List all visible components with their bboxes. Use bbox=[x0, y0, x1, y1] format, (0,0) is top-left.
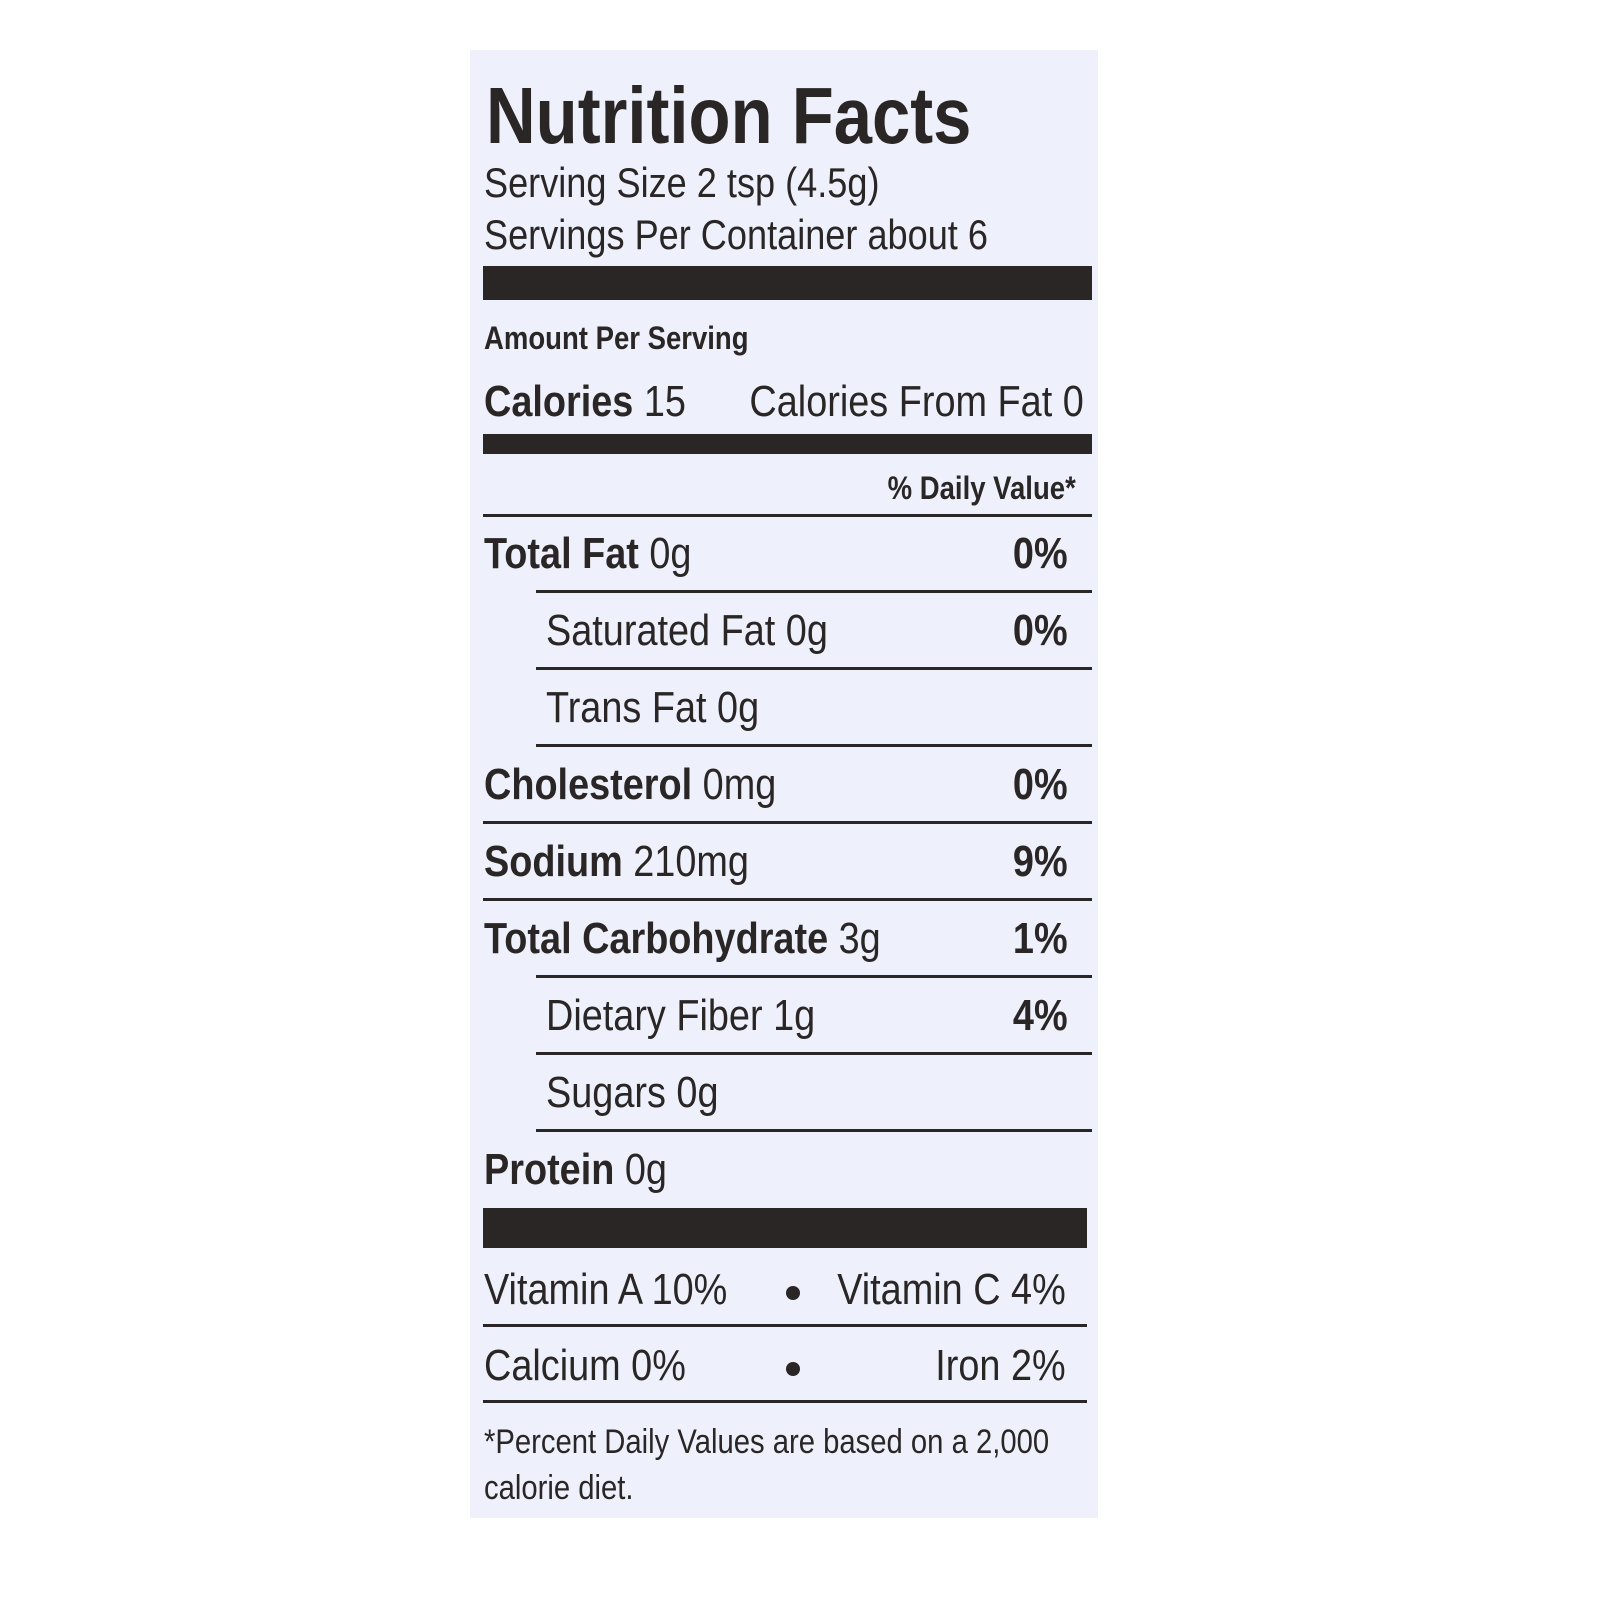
daily-value: 0% bbox=[1013, 606, 1068, 655]
daily-value: 1% bbox=[1013, 914, 1068, 963]
nutrient-name: Total Fat bbox=[484, 529, 639, 578]
serving-size: Serving Size 2 tsp (4.5g) bbox=[484, 159, 880, 206]
nutrient-name: Cholesterol bbox=[484, 760, 693, 809]
daily-value: 0% bbox=[1013, 529, 1068, 578]
nutrient-row: Dietary Fiber 1g bbox=[546, 994, 815, 1038]
nutrient-name: Total Carbohydrate bbox=[484, 914, 829, 963]
amount-per-serving: Amount Per Serving bbox=[484, 320, 749, 356]
nutrient-amount: 0g bbox=[624, 1145, 667, 1194]
rule bbox=[483, 514, 1092, 517]
nutrient-amount: 3g bbox=[838, 914, 881, 963]
daily-value: 9% bbox=[1013, 837, 1068, 886]
nutrient-row: Cholesterol 0mg bbox=[484, 763, 776, 807]
rule bbox=[536, 667, 1092, 670]
rule bbox=[483, 821, 1092, 824]
nutrient-amount: 0g bbox=[676, 1068, 719, 1117]
bullet bbox=[786, 1286, 800, 1300]
nutrient-name: Dietary Fiber bbox=[546, 991, 763, 1040]
servings-per-container: Servings Per Container about 6 bbox=[484, 211, 988, 258]
calories-from-fat: Calories From Fat 0 bbox=[749, 377, 1084, 426]
vitamin-left: Calcium 0% bbox=[484, 1341, 686, 1390]
nutrient-row: Saturated Fat 0g bbox=[546, 609, 828, 653]
title: Nutrition Facts bbox=[486, 71, 972, 160]
vitamin-right: Iron 2% bbox=[935, 1341, 1066, 1390]
daily-value: 0% bbox=[1013, 760, 1068, 809]
nutrient-amount: 0g bbox=[649, 529, 692, 578]
nutrient-row: Total Carbohydrate 3g bbox=[484, 917, 881, 961]
rule bbox=[536, 1129, 1092, 1132]
footnote: *Percent Daily Values are based on a 2,0… bbox=[484, 1423, 1050, 1507]
nutrient-amount: 210mg bbox=[633, 837, 749, 886]
nutrient-name: Trans Fat bbox=[546, 683, 707, 732]
medium-rule bbox=[483, 434, 1092, 454]
nutrient-name: Sugars bbox=[546, 1068, 666, 1117]
calories-value: 15 bbox=[643, 377, 686, 426]
nutrient-row: Trans Fat 0g bbox=[546, 686, 759, 730]
nutrient-amount: 0g bbox=[785, 606, 828, 655]
rule bbox=[536, 975, 1092, 978]
daily-value: 4% bbox=[1013, 991, 1068, 1040]
vitamin-left: Vitamin A 10% bbox=[484, 1265, 728, 1314]
nutrient-name: Protein bbox=[484, 1145, 615, 1194]
rule bbox=[483, 898, 1092, 901]
nutrient-row: Total Fat 0g bbox=[484, 532, 691, 576]
thick-rule bbox=[483, 1208, 1087, 1248]
calories-row: Calories 15 bbox=[484, 380, 686, 424]
nutrition-label: Nutrition Facts Serving Size 2 tsp (4.5g… bbox=[470, 50, 1098, 1518]
rule bbox=[536, 744, 1092, 747]
nutrient-amount: 0mg bbox=[702, 760, 777, 809]
thick-rule bbox=[483, 266, 1092, 300]
daily-value-header: % Daily Value* bbox=[887, 470, 1076, 506]
bullet bbox=[786, 1362, 800, 1376]
vitamin-right: Vitamin C 4% bbox=[837, 1265, 1066, 1314]
calories-label: Calories bbox=[484, 377, 634, 426]
nutrient-row: Protein 0g bbox=[484, 1148, 667, 1192]
rule bbox=[536, 590, 1092, 593]
nutrient-amount: 0g bbox=[717, 683, 760, 732]
rule bbox=[483, 1324, 1087, 1327]
nutrient-amount: 1g bbox=[773, 991, 816, 1040]
nutrient-name: Saturated Fat bbox=[546, 606, 776, 655]
nutrient-row: Sugars 0g bbox=[546, 1071, 719, 1115]
nutrient-row: Sodium 210mg bbox=[484, 840, 749, 884]
rule bbox=[536, 1052, 1092, 1055]
rule bbox=[483, 1400, 1087, 1403]
nutrient-name: Sodium bbox=[484, 837, 623, 886]
